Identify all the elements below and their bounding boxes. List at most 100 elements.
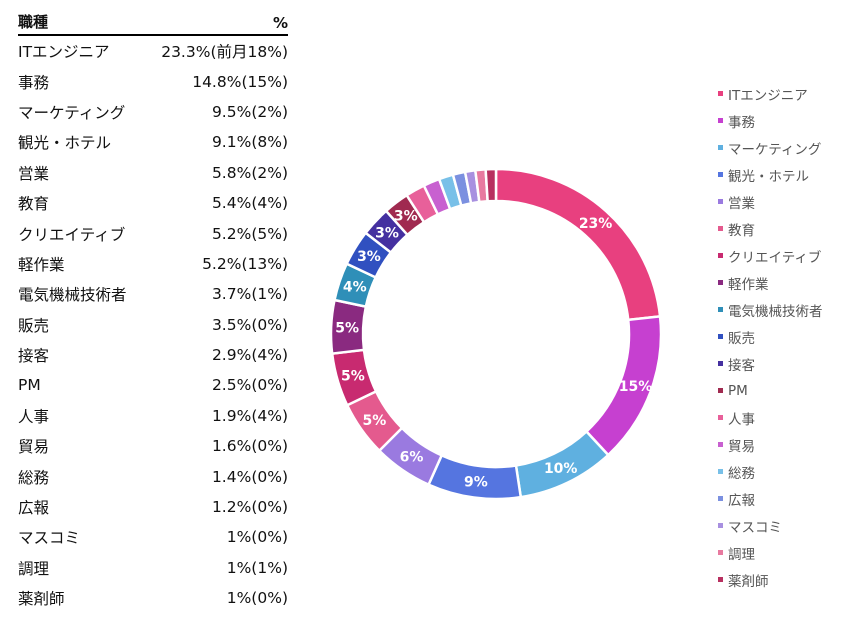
occupation-percent: 5.4%(4%) — [211, 194, 288, 213]
table-row: マスコミ 1%(0%) — [18, 522, 288, 552]
table-header: 職種 % — [18, 8, 288, 36]
legend-swatch — [718, 496, 723, 501]
legend-item: 観光・ホテル — [718, 161, 823, 188]
occupation-name: 薬剤師 — [18, 590, 65, 609]
legend-label: PM — [728, 382, 748, 399]
legend-swatch — [718, 172, 723, 177]
occupation-percent: 1.6%(0%) — [211, 437, 288, 456]
occupation-percent: 3.7%(1%) — [211, 285, 288, 304]
legend-swatch — [718, 442, 723, 447]
occupation-percent: 1.9%(4%) — [211, 406, 288, 425]
legend-swatch — [718, 118, 723, 123]
header-percent: % — [272, 14, 288, 32]
donut-slice — [494, 167, 662, 322]
occupation-percent: 2.5%(0%) — [211, 376, 288, 395]
slice-label: 3% — [375, 225, 399, 241]
occupation-table: 職種 % ITエンジニア 23.3%(前月18%) 事務 14.8%(15%) マーケテ… — [18, 8, 288, 613]
legend-swatch — [718, 523, 723, 528]
legend-swatch — [718, 388, 723, 393]
legend-item: 軽作業 — [718, 269, 823, 296]
occupation-name: 観光・ホテル — [18, 134, 112, 153]
legend-label: 接客 — [728, 357, 755, 374]
legend-label: マスコミ — [728, 519, 782, 536]
legend-label: ITエンジニア — [728, 87, 808, 104]
slice-label: 5% — [335, 320, 359, 336]
legend-label: 総務 — [728, 465, 755, 482]
slice-label: 10% — [544, 461, 578, 477]
legend-swatch — [718, 280, 723, 285]
occupation-percent: 1%(1%) — [226, 558, 288, 577]
legend-label: マーケティング — [728, 141, 822, 158]
legend-swatch — [718, 226, 723, 231]
legend-item: 人事 — [718, 404, 823, 431]
legend-label: 観光・ホテル — [728, 168, 809, 185]
occupation-name: 営業 — [18, 164, 50, 183]
slice-label: 3% — [357, 249, 381, 265]
legend-swatch — [718, 334, 723, 339]
slice-label: 15% — [619, 379, 653, 395]
occupation-name: クリエイティブ — [18, 225, 126, 244]
occupation-percent: 1.4%(0%) — [211, 467, 288, 486]
table-row: ITエンジニア 23.3%(前月18%) — [18, 36, 288, 66]
legend-item: 薬剤師 — [718, 566, 823, 593]
occupation-percent: 1%(0%) — [226, 528, 288, 547]
slice-label: 6% — [400, 450, 424, 466]
legend-item: 広報 — [718, 485, 823, 512]
table-row: 軽作業 5.2%(13%) — [18, 249, 288, 279]
table-body: ITエンジニア 23.3%(前月18%) 事務 14.8%(15%) マーケティング 9.… — [18, 36, 288, 613]
table-row: 広報 1.2%(0%) — [18, 492, 288, 522]
occupation-name: 軽作業 — [18, 255, 65, 274]
occupation-percent: 5.2%(5%) — [211, 224, 288, 243]
occupation-name: PM — [18, 376, 41, 395]
legend-label: 貿易 — [728, 438, 755, 455]
legend-item: 教育 — [718, 215, 823, 242]
legend-swatch — [718, 199, 723, 204]
chart-legend: ITエンジニア 事務マーケティング 観光・ホテル営業教育クリエイティブ 軽作業電気機械… — [718, 80, 823, 593]
legend-label: 人事 — [728, 411, 755, 428]
legend-label: 調理 — [728, 546, 755, 563]
occupation-percent: 5.8%(2%) — [211, 163, 288, 182]
legend-label: 事務 — [728, 114, 755, 131]
table-row: 調理 1%(1%) — [18, 553, 288, 583]
occupation-name: 教育 — [18, 195, 50, 214]
occupation-percent: 3.5%(0%) — [211, 315, 288, 334]
legend-swatch — [718, 550, 723, 555]
occupation-name: マスコミ — [18, 529, 81, 548]
legend-item: マーケティング — [718, 134, 823, 161]
table-row: 教育 5.4%(4%) — [18, 188, 288, 218]
occupation-name: 販売 — [18, 316, 50, 335]
legend-swatch — [718, 415, 723, 420]
header-occupation: 職種 — [18, 13, 49, 31]
legend-item: 営業 — [718, 188, 823, 215]
table-row: 営業 5.8%(2%) — [18, 158, 288, 188]
legend-item: 貿易 — [718, 431, 823, 458]
legend-swatch — [718, 91, 723, 96]
legend-item: PM — [718, 377, 823, 404]
occupation-name: 広報 — [18, 499, 50, 518]
occupation-percent: 9.5%(2%) — [211, 102, 288, 121]
legend-swatch — [718, 469, 723, 474]
table-row: 観光・ホテル 9.1%(8%) — [18, 127, 288, 157]
donut-chart: 23%15%10%9%6%5%5%5%4%3%3%3% — [329, 167, 663, 501]
legend-swatch — [718, 253, 723, 258]
legend-label: 軽作業 — [728, 276, 769, 293]
slice-label: 4% — [343, 280, 367, 296]
legend-label: 電気機械技術者 — [728, 303, 823, 320]
table-row: 貿易 1.6%(0%) — [18, 431, 288, 461]
legend-swatch — [718, 577, 723, 582]
occupation-name: 接客 — [18, 347, 50, 366]
occupation-name: 貿易 — [18, 438, 50, 457]
table-row: 販売 3.5%(0%) — [18, 310, 288, 340]
table-row: PM 2.5%(0%) — [18, 370, 288, 400]
donut-slice — [484, 167, 498, 203]
table-row: 人事 1.9%(4%) — [18, 401, 288, 431]
slice-label: 5% — [341, 369, 365, 385]
occupation-name: 調理 — [18, 559, 50, 578]
table-row: 総務 1.4%(0%) — [18, 461, 288, 491]
legend-label: クリエイティブ — [728, 249, 822, 266]
legend-item: 電気機械技術者 — [718, 296, 823, 323]
occupation-name: 人事 — [18, 407, 50, 426]
slice-label: 23% — [579, 216, 613, 232]
legend-label: 薬剤師 — [728, 573, 769, 590]
legend-label: 教育 — [728, 222, 755, 239]
